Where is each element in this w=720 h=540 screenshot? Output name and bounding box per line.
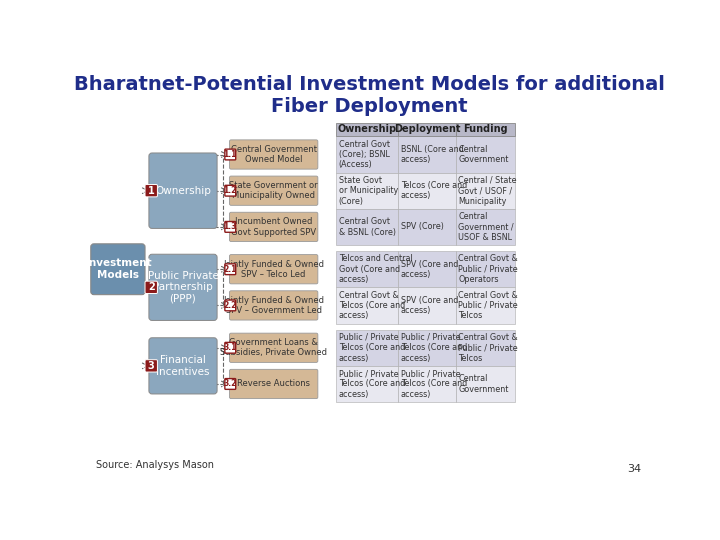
FancyBboxPatch shape (230, 291, 318, 320)
Text: Jointly Funded & Owned
SPV – Government Led: Jointly Funded & Owned SPV – Government … (223, 296, 324, 315)
Text: Central Govt &
Public / Private
Telcos: Central Govt & Public / Private Telcos (458, 333, 518, 363)
Text: Source: Analysys Mason: Source: Analysys Mason (96, 460, 215, 470)
Bar (456, 173, 515, 209)
Bar (398, 251, 456, 287)
Text: Reverse Auctions: Reverse Auctions (237, 380, 310, 388)
Text: Telcos and Central
Govt (Core and
access): Telcos and Central Govt (Core and access… (339, 254, 413, 284)
Text: Government Loans &
Subsidies, Private Owned: Government Loans & Subsidies, Private Ow… (220, 338, 327, 357)
Text: Central Government
Owned Model: Central Government Owned Model (230, 145, 317, 164)
Text: Telcos (Core and
access): Telcos (Core and access) (401, 181, 467, 200)
Bar (336, 251, 398, 287)
Text: State Govt
or Municipality
(Core): State Govt or Municipality (Core) (339, 176, 398, 206)
FancyBboxPatch shape (225, 379, 235, 389)
Text: SPV (Core and
access): SPV (Core and access) (401, 260, 458, 279)
Text: Incumbent Owned
Govt Supported SPV: Incumbent Owned Govt Supported SPV (231, 217, 316, 237)
Text: Central
Government /
USOF & BSNL: Central Government / USOF & BSNL (458, 212, 514, 242)
Bar (336, 173, 398, 209)
Text: SPV (Core): SPV (Core) (401, 222, 444, 231)
Text: Bharatnet-Potential Investment Models for additional
Fiber Deployment: Bharatnet-Potential Investment Models fo… (73, 75, 665, 116)
Text: Public / Private
Telcos (Core and
access): Public / Private Telcos (Core and access… (339, 333, 405, 363)
Text: Central Govt &
Public / Private
Operators: Central Govt & Public / Private Operator… (458, 254, 518, 284)
Bar (398, 330, 456, 366)
FancyBboxPatch shape (149, 153, 217, 228)
Text: Central Govt
(Core); BSNL
(Access): Central Govt (Core); BSNL (Access) (339, 140, 390, 170)
Text: 34: 34 (628, 464, 642, 475)
FancyBboxPatch shape (230, 176, 318, 205)
Bar (336, 123, 398, 137)
Text: Deployment: Deployment (394, 125, 460, 134)
FancyBboxPatch shape (230, 333, 318, 362)
Text: Ownership: Ownership (155, 186, 211, 195)
Text: Ownership: Ownership (338, 125, 397, 134)
Bar (456, 330, 515, 366)
Text: Central / State
Govt / USOF /
Municipality: Central / State Govt / USOF / Municipali… (458, 176, 517, 206)
Text: 1: 1 (148, 186, 155, 195)
FancyBboxPatch shape (91, 244, 145, 295)
Bar (336, 209, 398, 245)
Text: Central Govt &
Telcos (Core and
access): Central Govt & Telcos (Core and access) (339, 291, 405, 320)
Text: 2.2: 2.2 (224, 301, 237, 310)
Bar (398, 209, 456, 245)
Bar (336, 366, 398, 402)
Bar (398, 123, 456, 137)
FancyBboxPatch shape (149, 254, 217, 320)
Text: Central Govt
& BSNL (Core): Central Govt & BSNL (Core) (339, 217, 396, 237)
Text: 2: 2 (148, 282, 155, 292)
FancyBboxPatch shape (230, 369, 318, 399)
Text: SPV (Core and
access): SPV (Core and access) (401, 296, 458, 315)
Text: 1.2: 1.2 (224, 186, 237, 195)
Bar (398, 137, 456, 173)
FancyBboxPatch shape (149, 338, 217, 394)
Text: Investment
Models: Investment Models (84, 259, 151, 280)
Text: 1.1: 1.1 (224, 150, 237, 159)
FancyBboxPatch shape (230, 212, 318, 241)
Text: State Government or
Municipality Owned: State Government or Municipality Owned (230, 181, 318, 200)
Bar (456, 366, 515, 402)
Bar (336, 137, 398, 173)
Bar (456, 209, 515, 245)
Text: 3.1: 3.1 (224, 343, 237, 352)
Text: Central Govt &
Public / Private
Telcos: Central Govt & Public / Private Telcos (458, 291, 518, 320)
FancyBboxPatch shape (225, 185, 235, 196)
Text: Public / Private
Telcos (Core and
access): Public / Private Telcos (Core and access… (339, 369, 405, 399)
FancyBboxPatch shape (225, 221, 235, 232)
Text: Public Private
Partnership
(PPP): Public Private Partnership (PPP) (148, 271, 218, 304)
Bar (336, 287, 398, 323)
Text: Financial
Incentives: Financial Incentives (156, 355, 210, 377)
Bar (336, 330, 398, 366)
Text: 2.1: 2.1 (224, 265, 237, 274)
Text: 1.3: 1.3 (224, 222, 237, 231)
Text: 3.2: 3.2 (224, 380, 237, 388)
Bar (456, 251, 515, 287)
FancyBboxPatch shape (225, 300, 235, 311)
FancyBboxPatch shape (225, 149, 235, 160)
FancyBboxPatch shape (145, 281, 158, 294)
Text: Public / Private
Telcos (Core and
access): Public / Private Telcos (Core and access… (401, 369, 467, 399)
FancyBboxPatch shape (230, 140, 318, 169)
Text: Funding: Funding (463, 125, 508, 134)
Bar (398, 366, 456, 402)
Bar (456, 123, 515, 137)
Text: Central
Government: Central Government (458, 374, 508, 394)
Bar (456, 287, 515, 323)
Bar (398, 287, 456, 323)
Text: BSNL (Core and
access): BSNL (Core and access) (401, 145, 464, 164)
Text: Public / Private
Telcos (Core and
access): Public / Private Telcos (Core and access… (401, 333, 467, 363)
FancyBboxPatch shape (145, 185, 158, 197)
Bar (398, 173, 456, 209)
Text: Central
Government: Central Government (458, 145, 508, 164)
Text: Jointly Funded & Owned
SPV – Telco Led: Jointly Funded & Owned SPV – Telco Led (223, 260, 324, 279)
FancyBboxPatch shape (230, 254, 318, 284)
Text: 3: 3 (148, 361, 155, 371)
FancyBboxPatch shape (145, 360, 158, 372)
FancyBboxPatch shape (225, 264, 235, 275)
Bar (456, 137, 515, 173)
FancyBboxPatch shape (225, 342, 235, 353)
